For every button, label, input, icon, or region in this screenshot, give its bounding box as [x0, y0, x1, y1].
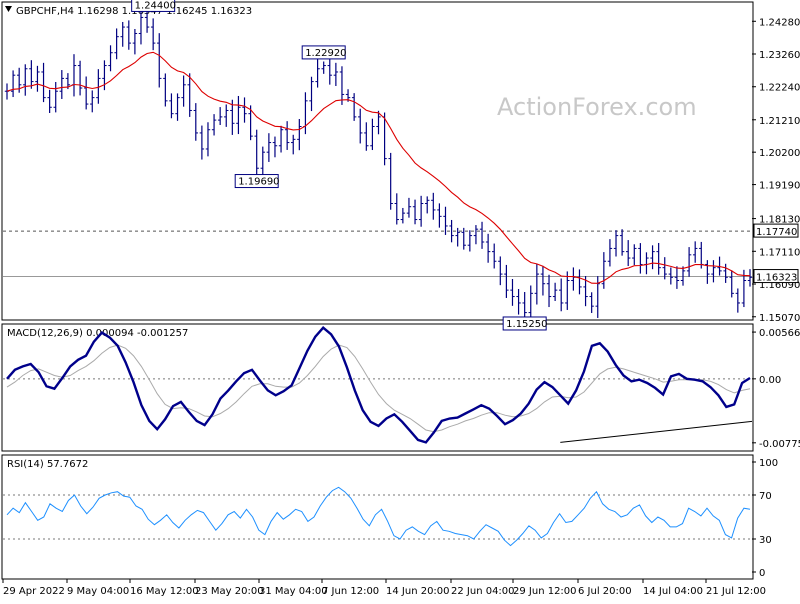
time-tick-label: 21 Jul 12:00: [706, 586, 766, 597]
time-tick-label: 22 Jun 04:00: [451, 586, 515, 597]
price-panel-frame: [1, 1, 754, 321]
time-tick-label: 7 Jun 12:00: [322, 586, 379, 597]
price-level-box: [753, 223, 799, 238]
macd-panel: 0.005664 0.00 -0.00775: [3, 326, 800, 450]
price-level-box: [753, 269, 799, 284]
price-tick-label: 1.21210: [759, 116, 800, 127]
time-tick-label: 14 Jun 20:00: [386, 586, 450, 597]
macd-header: MACD(12,26,9) 0.000094 -0.001257: [7, 328, 188, 339]
annotation-box: [502, 316, 547, 331]
rsi-panel-frame: [1, 454, 754, 580]
macd-line: [6, 326, 751, 444]
annotation-box: [301, 45, 346, 60]
rsi-tick-label: 30: [759, 535, 772, 546]
time-tick-label: 23 May 20:00: [195, 586, 264, 597]
time-tick-label: 14 Jul 04:00: [643, 586, 703, 597]
annotation-box: [234, 174, 279, 189]
rsi-line: [6, 486, 751, 547]
time-tick-label: 16 May 12:00: [130, 586, 199, 597]
price-tick-label: 1.22240: [759, 83, 800, 94]
annotation-box: [131, 0, 176, 12]
price-tick-label: 1.20200: [759, 148, 800, 159]
macd-signal-line: [6, 344, 751, 433]
macd-trendline: [560, 420, 753, 443]
price-tick-label: 1.24280: [759, 17, 800, 28]
price-tick-label: 1.16090: [759, 280, 800, 291]
rsi-tick-label: 0: [759, 568, 765, 579]
watermark: ActionForex.com: [497, 93, 697, 121]
annotation-label: 1.24400: [135, 0, 176, 11]
price-panel: 1.24280 1.23260 1.22240 1.21210 1.20200 1.191…: [3, 0, 800, 331]
annotation-label: 1.19690: [238, 177, 279, 188]
rsi-header: RSI(14) 57.7672: [7, 459, 88, 470]
annotation-label: 1.15250: [506, 319, 547, 330]
time-tick-label: 6 Jul 20:00: [578, 586, 632, 597]
price-moving-average-line: [6, 51, 751, 284]
macd-tick-label: 0.00: [759, 375, 781, 386]
price-tick-label: 1.18130: [759, 215, 800, 226]
rsi-tick-label: 100: [759, 458, 778, 469]
chart-menu-triangle-icon[interactable]: [5, 6, 12, 12]
price-level-label: 1.16323: [756, 273, 797, 284]
price-level-label: 1.17740: [756, 227, 797, 238]
price-tick-label: 1.19190: [759, 181, 800, 192]
time-tick-label: 29 Jun 12:00: [513, 586, 577, 597]
price-tick-label: 1.23260: [759, 50, 800, 61]
time-tick-label: 9 May 04:00: [67, 586, 129, 597]
macd-tick-label: 0.005664: [759, 328, 800, 339]
time-tick-label: 31 May 04:00: [259, 586, 328, 597]
price-tick-label: 1.17110: [759, 247, 800, 258]
annotation-label: 1.22920: [305, 48, 346, 59]
macd-panel-frame: [1, 323, 754, 452]
price-tick-label: 1.15070: [759, 313, 800, 324]
rsi-tick-label: 70: [759, 491, 772, 502]
rsi-panel: 100 70 30 0: [3, 458, 778, 579]
time-tick-label: 29 Apr 2022: [3, 586, 65, 597]
macd-tick-label: -0.00775: [759, 439, 800, 450]
